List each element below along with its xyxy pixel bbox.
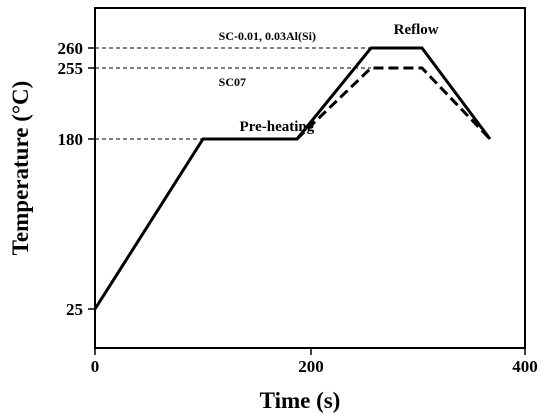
x-axis-title: Time (s)	[260, 388, 341, 413]
y-tick-label: 255	[58, 59, 84, 78]
solid-series-line	[93, 46, 492, 310]
y-tick-label: 180	[58, 130, 84, 149]
x-tick-label: 200	[298, 357, 324, 376]
annotation-label: SC07	[219, 75, 246, 89]
y-axis-title: Temperature (°C)	[8, 81, 33, 256]
annotation-label: Pre-heating	[240, 119, 315, 135]
y-tick-label: 260	[58, 39, 84, 58]
annotations: SC-0.01, 0.03Al(Si) SC07 Pre-heating Reflow	[219, 22, 439, 135]
x-tick-label: 400	[512, 357, 538, 376]
dashed-series-line	[295, 66, 492, 141]
x-axis-ticks: 0 200 400	[91, 348, 538, 376]
series-lines	[93, 46, 492, 310]
x-tick-label: 0	[91, 357, 100, 376]
plot-frame	[94, 7, 526, 349]
annotation-label: Reflow	[394, 22, 439, 38]
y-tick-label: 25	[66, 300, 83, 319]
reference-lines	[95, 47, 371, 140]
annotation-label: SC-0.01, 0.03Al(Si)	[219, 29, 316, 43]
